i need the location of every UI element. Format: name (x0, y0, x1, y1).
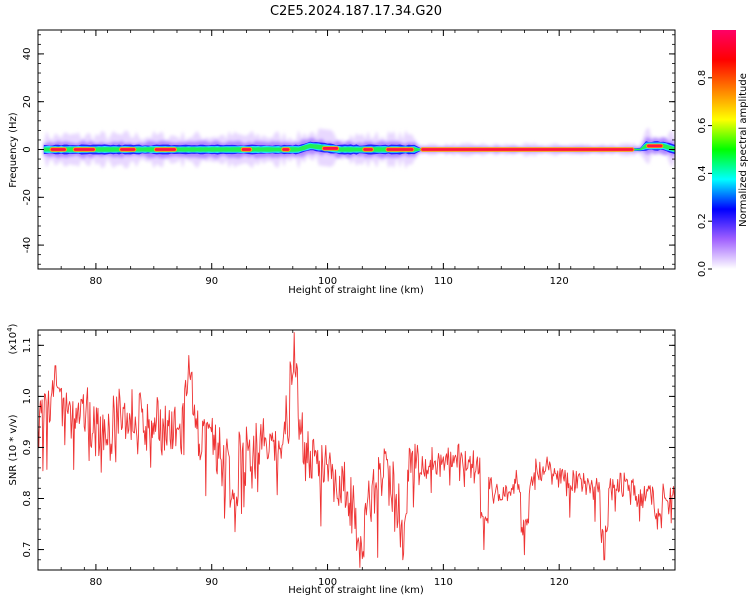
colorbar-tick-label: 0.6 (697, 118, 708, 134)
snr-x-tick-label: 80 (90, 577, 103, 588)
spectrogram-y-tick-label: 40 (22, 48, 33, 61)
spectrogram-x-label: Height of straight line (km) (288, 285, 424, 296)
band-peak (241, 148, 252, 151)
colorbar-tick-label: 0.8 (697, 70, 708, 86)
spectrogram-y-tick-label: 20 (22, 95, 33, 108)
colorbar-tick-label: 0.0 (697, 261, 708, 277)
spectrogram-y-tick-label: -20 (22, 189, 33, 205)
spectrogram-axes: 80 90 100 110 120 -40 -20 0 20 40 (22, 30, 675, 287)
figure-title: C2E5.2024.187.17.34.G20 (270, 4, 442, 19)
colorbar-label: Normalized spectral amplitude (738, 73, 749, 227)
snr-y-tick-label: 0.8 (22, 491, 33, 507)
colorbar: 0.0 0.2 0.4 0.6 0.8 Normalized spectral ampl… (697, 30, 749, 277)
snr-x-tick-label: 90 (205, 577, 218, 588)
snr-exponent-power: 4 (6, 327, 14, 332)
band-peak (154, 148, 176, 151)
snr-frame (37, 329, 676, 571)
colorbar-tick-label: 0.2 (697, 213, 708, 229)
snr-series-line (38, 332, 675, 568)
snr-y-tick-label: 1.0 (22, 388, 33, 404)
band-peak (120, 148, 136, 151)
snr-x-tick-label: 110 (434, 577, 453, 588)
colorbar-ticks: 0.0 0.2 0.4 0.6 0.8 (697, 70, 712, 277)
band-peak (647, 144, 663, 148)
spectrogram-band (43, 127, 675, 170)
colorbar-tick-label: 0.4 (697, 165, 708, 181)
band-peak (386, 148, 414, 151)
spectrogram-x-tick-label: 100 (318, 276, 337, 287)
snr-y-tick-label: 0.7 (22, 542, 33, 558)
band-peak (282, 148, 290, 151)
spectrogram-x-tick-label: 80 (90, 276, 103, 287)
spectrogram-y-label: Frequency (Hz) (8, 112, 19, 188)
spectrogram-panel: 80 90 100 110 120 -40 -20 0 20 40 Height of strai… (8, 29, 676, 296)
snr-y-label: SNR (10 * v/v) (8, 414, 19, 485)
snr-axes: 80 90 100 110 120 0.7 0.8 0.9 1.0 1.1 (22, 330, 675, 588)
snr-y-tick-label: 0.9 (22, 439, 33, 455)
snr-exponent-close: ) (8, 323, 19, 327)
spectrogram-y-tick-label: -40 (22, 237, 33, 253)
snr-x-label: Height of straight line (km) (288, 585, 424, 596)
spectrogram-y-tick-label: 0 (22, 146, 33, 152)
snr-y-exponent: (x104) (6, 323, 19, 354)
band-peak (363, 148, 373, 151)
snr-exponent-base: (x10 (8, 332, 19, 355)
band-peak (322, 147, 339, 150)
band-peak (50, 148, 66, 151)
spectrogram-x-tick-label: 110 (434, 276, 453, 287)
snr-panel: 80 90 100 110 120 0.7 0.8 0.9 1.0 1.1 Height of s… (6, 323, 676, 596)
band-peak (73, 148, 95, 151)
snr-x-tick-label: 100 (318, 577, 337, 588)
svg-text:(x104): (x104) (6, 323, 19, 354)
snr-y-tick-label: 1.1 (22, 337, 33, 353)
colorbar-gradient (712, 30, 736, 269)
spectrogram-x-tick-label: 90 (205, 276, 218, 287)
band-peak (421, 148, 634, 151)
spectrogram-x-tick-label: 120 (550, 276, 569, 287)
snr-x-tick-label: 120 (550, 577, 569, 588)
